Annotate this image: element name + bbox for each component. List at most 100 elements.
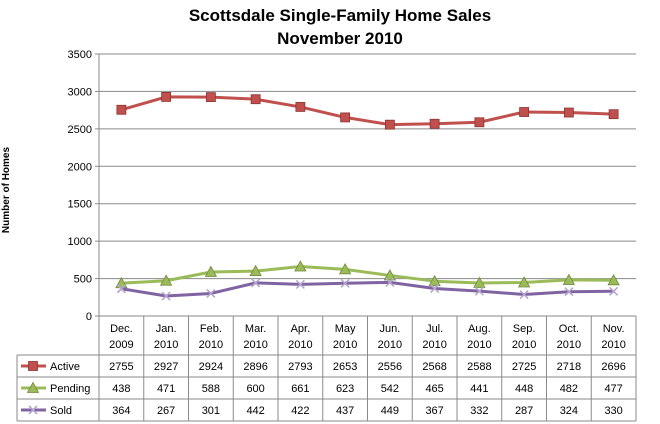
x-tick-label: 2010 [333, 339, 357, 351]
x-tick-label: Aug. [468, 323, 491, 335]
marker-pending [473, 276, 486, 288]
x-tick-label: May [335, 323, 356, 335]
marker-active [28, 361, 38, 371]
table-cell: 465 [425, 383, 443, 395]
x-tick-label: Dec. [110, 323, 133, 335]
table-cell: 600 [246, 383, 264, 395]
y-tick-label: 0 [86, 311, 92, 323]
marker-pending [338, 263, 352, 275]
y-tick-label: 500 [74, 274, 92, 286]
table-cell: 471 [157, 383, 175, 395]
x-tick-label: Feb. [200, 323, 222, 335]
marker-pending [204, 265, 218, 277]
marker-sold [116, 284, 126, 294]
marker-sold [295, 279, 305, 289]
x-tick-label: Apr. [291, 323, 311, 335]
y-tick-label: 3000 [68, 86, 92, 98]
x-tick-label: 2010 [422, 339, 446, 351]
y-tick-label: 1500 [68, 199, 92, 211]
x-tick-label: 2010 [512, 339, 536, 351]
table-cell: 332 [470, 405, 488, 417]
series-line-active [120, 95, 614, 127]
x-tick-label: Oct. [559, 323, 579, 335]
table-cell: 267 [157, 405, 175, 417]
marker-sold [206, 288, 216, 299]
marker-active [205, 92, 216, 103]
plot-series [115, 91, 620, 301]
x-tick-label: 2010 [154, 339, 178, 351]
marker-active [116, 104, 127, 115]
marker-active [250, 94, 261, 105]
table-cell: 367 [425, 405, 443, 417]
table-cell: 2568 [422, 361, 446, 373]
series-line-pending [121, 265, 614, 285]
marker-sold [564, 287, 574, 297]
table-cell: 448 [515, 383, 533, 395]
marker-pending [294, 260, 307, 272]
table-cell: 301 [202, 405, 220, 417]
x-tick-label: Sep. [513, 323, 536, 335]
data-table: Dec. 2009 Jan. 2010 Feb. 2010 Mar. 2010 Apr. 2010… [16, 316, 637, 422]
y-axis-ticks: 0 500 1000 1500 2000 2500 3000 3500 [68, 49, 92, 323]
table-cell: 441 [470, 383, 488, 395]
x-tick-label: 2010 [243, 339, 267, 351]
marker-sold [609, 286, 619, 296]
x-tick-label: 2009 [109, 339, 133, 351]
table-cell: 364 [112, 405, 130, 417]
table-cell: 422 [291, 405, 309, 417]
y-tick-label: 2000 [68, 161, 92, 173]
x-tick-label: 2010 [378, 339, 402, 351]
table-cell: 477 [604, 383, 622, 395]
table-cell: 2588 [467, 361, 491, 373]
table-cell: 2927 [154, 361, 178, 373]
table-cell: 2653 [333, 361, 357, 373]
marker-active [340, 112, 351, 123]
table-cell: 2556 [378, 361, 402, 373]
table-cell: 324 [560, 405, 578, 417]
table-cell: 438 [112, 383, 130, 395]
chart-subtitle: November 2010 [277, 29, 403, 48]
marker-active [608, 109, 619, 120]
marker-sold [251, 278, 261, 288]
marker-pending [159, 274, 173, 286]
x-tick-label: 2010 [288, 339, 312, 351]
table-cell: 2793 [288, 361, 312, 373]
series-line-sold [121, 280, 614, 298]
table-cell: 2924 [199, 361, 223, 373]
marker-sold [28, 405, 38, 415]
y-tick-label: 3500 [68, 49, 92, 61]
table-cell: 588 [202, 383, 220, 395]
marker-sold [161, 291, 171, 301]
marker-pending [26, 381, 40, 393]
table-cell: 442 [246, 405, 264, 417]
marker-active [161, 91, 172, 102]
table-cell: 482 [560, 383, 578, 395]
table-cell: 2696 [601, 361, 625, 373]
x-tick-label: 2010 [557, 339, 581, 351]
y-tick-label: 1000 [68, 236, 92, 248]
marker-pending [249, 264, 262, 276]
table-cell: 2725 [512, 361, 536, 373]
x-tick-label: 2010 [199, 339, 223, 351]
x-tick-label: Jun. [379, 323, 400, 335]
x-tick-label: 2010 [601, 339, 625, 351]
marker-sold [430, 283, 440, 294]
marker-pending [607, 273, 620, 286]
table-cell: 287 [515, 405, 533, 417]
marker-sold [519, 289, 529, 300]
table-cell: 542 [381, 383, 399, 395]
marker-pending [383, 269, 397, 281]
marker-active [563, 107, 574, 118]
table-cell: 330 [604, 405, 622, 417]
marker-active [519, 107, 530, 117]
x-tick-label: Jan. [156, 323, 177, 335]
table-cell: 2755 [109, 361, 133, 373]
x-tick-label: Jul. [426, 323, 443, 335]
marker-pending [428, 274, 441, 287]
marker-pending [562, 273, 576, 285]
grid-lines [95, 53, 636, 317]
legend-label-active: Active [50, 361, 80, 373]
table-cell: 2718 [557, 361, 581, 373]
marker-active [429, 118, 440, 129]
